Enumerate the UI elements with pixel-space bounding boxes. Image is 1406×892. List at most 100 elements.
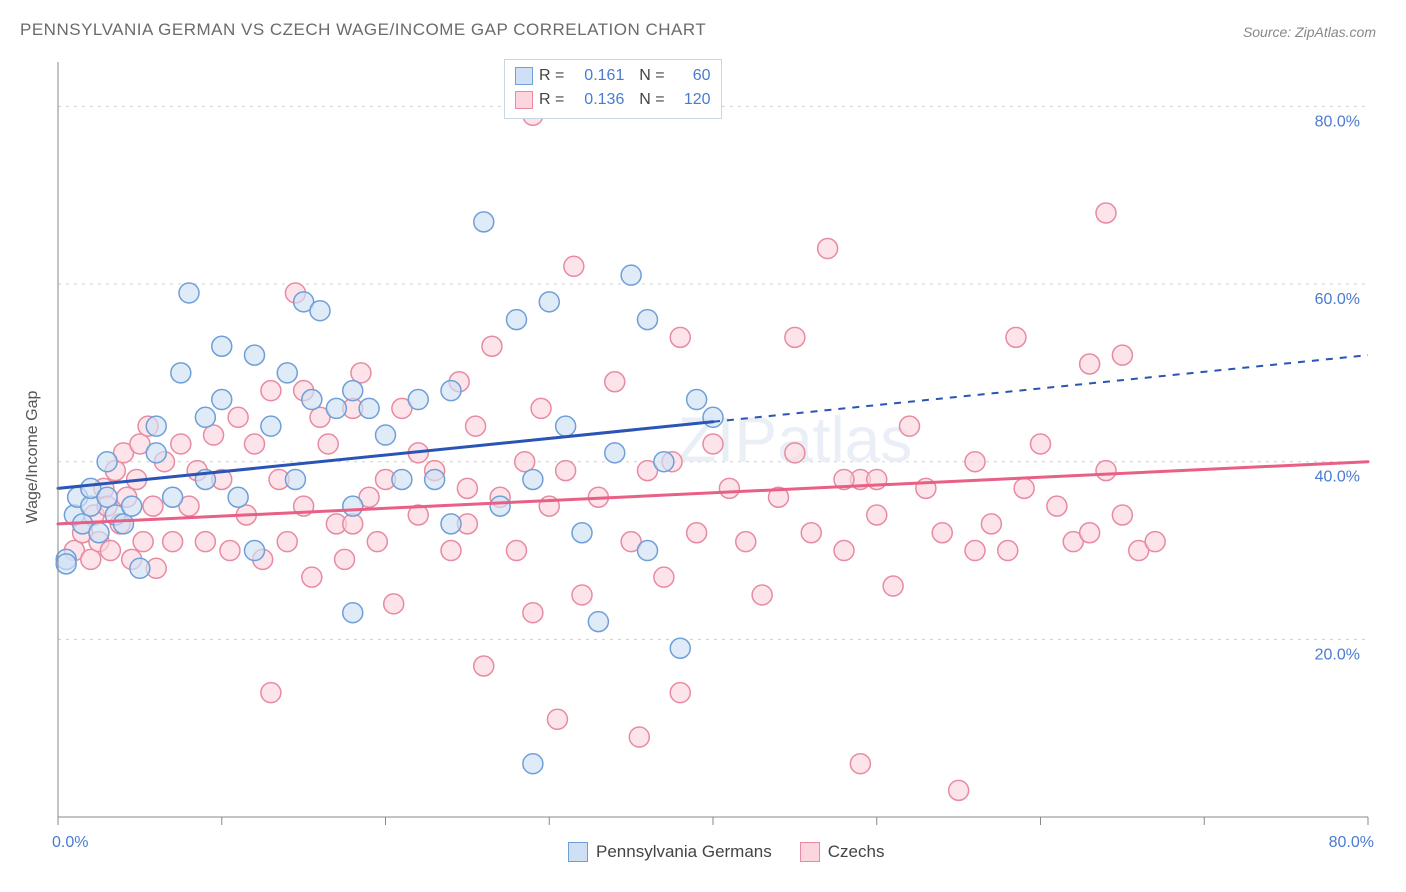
- scatter-point: [687, 390, 707, 410]
- legend-swatch: [800, 842, 820, 862]
- scatter-point: [245, 345, 265, 365]
- scatter-point: [670, 327, 690, 347]
- scatter-point: [425, 469, 445, 489]
- y-tick-label: 40.0%: [1315, 469, 1360, 486]
- legend-stat-row: R =0.136 N =120: [515, 88, 711, 112]
- scatter-point: [56, 554, 76, 574]
- scatter-point: [302, 567, 322, 587]
- y-tick-label: 20.0%: [1315, 646, 1360, 663]
- scatter-point: [900, 416, 920, 436]
- scatter-point: [384, 594, 404, 614]
- legend-n-value: 120: [671, 88, 711, 112]
- scatter-point: [285, 469, 305, 489]
- scatter-point: [261, 381, 281, 401]
- scatter-point: [1096, 203, 1116, 223]
- scatter-chart: 20.0%40.0%60.0%80.0%ZIPatlas0.0%80.0%: [48, 52, 1388, 862]
- scatter-point: [572, 585, 592, 605]
- scatter-point: [441, 514, 461, 534]
- scatter-point: [228, 407, 248, 427]
- scatter-point: [932, 523, 952, 543]
- scatter-point: [359, 398, 379, 418]
- scatter-point: [408, 390, 428, 410]
- scatter-point: [670, 683, 690, 703]
- scatter-point: [1006, 327, 1026, 347]
- scatter-point: [629, 727, 649, 747]
- scatter-point: [143, 496, 163, 516]
- legend-n-value: 60: [671, 64, 711, 88]
- scatter-point: [474, 656, 494, 676]
- scatter-point: [163, 532, 183, 552]
- scatter-point: [998, 541, 1018, 561]
- scatter-point: [850, 754, 870, 774]
- scatter-point: [1112, 505, 1132, 525]
- scatter-point: [81, 549, 101, 569]
- scatter-point: [441, 541, 461, 561]
- scatter-point: [343, 514, 363, 534]
- scatter-point: [212, 336, 232, 356]
- scatter-point: [245, 434, 265, 454]
- scatter-point: [965, 452, 985, 472]
- x-tick-label: 0.0%: [52, 834, 88, 851]
- scatter-point: [376, 425, 396, 445]
- scatter-point: [556, 461, 576, 481]
- source-attribution: Source: ZipAtlas.com: [1243, 24, 1376, 40]
- scatter-point: [97, 487, 117, 507]
- legend-stat-row: R =0.161 N =60: [515, 64, 711, 88]
- scatter-point: [212, 390, 232, 410]
- scatter-point: [523, 603, 543, 623]
- scatter-point: [343, 603, 363, 623]
- scatter-point: [195, 407, 215, 427]
- x-tick-label: 80.0%: [1329, 834, 1374, 851]
- scatter-point: [785, 443, 805, 463]
- scatter-point: [261, 683, 281, 703]
- scatter-point: [547, 709, 567, 729]
- scatter-point: [523, 469, 543, 489]
- y-tick-label: 60.0%: [1315, 291, 1360, 308]
- chart-title: PENNSYLVANIA GERMAN VS CZECH WAGE/INCOME…: [20, 20, 706, 40]
- scatter-point: [122, 496, 142, 516]
- scatter-point: [245, 541, 265, 561]
- scatter-point: [474, 212, 494, 232]
- scatter-point: [351, 363, 371, 383]
- scatter-point: [605, 443, 625, 463]
- scatter-point: [441, 381, 461, 401]
- scatter-point: [818, 239, 838, 259]
- scatter-point: [531, 398, 551, 418]
- scatter-point: [588, 612, 608, 632]
- scatter-point: [703, 407, 723, 427]
- legend-r-value: 0.161: [570, 64, 624, 88]
- scatter-point: [515, 452, 535, 472]
- series-legend: Pennsylvania GermansCzechs: [568, 842, 884, 862]
- scatter-point: [97, 452, 117, 472]
- scatter-point: [146, 443, 166, 463]
- scatter-point: [179, 283, 199, 303]
- scatter-point: [133, 532, 153, 552]
- scatter-point: [130, 558, 150, 578]
- scatter-point: [195, 532, 215, 552]
- scatter-point: [507, 541, 527, 561]
- scatter-point: [801, 523, 821, 543]
- scatter-point: [171, 363, 191, 383]
- legend-r-value: 0.136: [570, 88, 624, 112]
- scatter-point: [523, 754, 543, 774]
- legend-n-label: N =: [630, 88, 664, 112]
- scatter-point: [367, 532, 387, 552]
- scatter-point: [556, 416, 576, 436]
- legend-item: Czechs: [800, 842, 885, 862]
- scatter-point: [752, 585, 772, 605]
- scatter-point: [335, 549, 355, 569]
- legend-swatch: [515, 91, 533, 109]
- scatter-point: [687, 523, 707, 543]
- scatter-point: [171, 434, 191, 454]
- scatter-point: [1112, 345, 1132, 365]
- chart-container: Wage/Income Gap 20.0%40.0%60.0%80.0%ZIPa…: [48, 52, 1388, 862]
- scatter-point: [564, 256, 584, 276]
- scatter-point: [302, 390, 322, 410]
- correlation-legend: R =0.161 N =60R =0.136 N =120: [504, 59, 722, 119]
- scatter-point: [146, 416, 166, 436]
- legend-swatch: [515, 67, 533, 85]
- scatter-point: [89, 523, 109, 543]
- scatter-point: [1047, 496, 1067, 516]
- scatter-point: [605, 372, 625, 392]
- scatter-point: [392, 469, 412, 489]
